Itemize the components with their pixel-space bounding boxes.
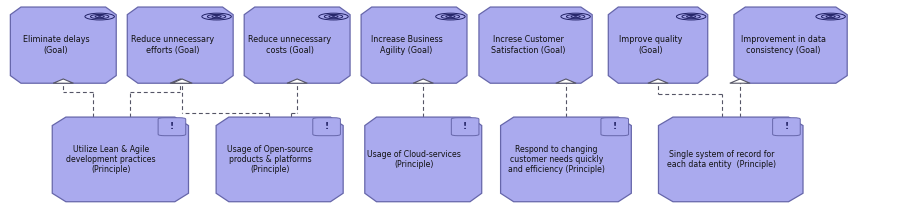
Text: Improve quality
(Goal): Improve quality (Goal)	[619, 35, 682, 55]
Text: !: !	[613, 122, 617, 131]
Text: !: !	[170, 122, 174, 131]
Circle shape	[332, 16, 336, 17]
Polygon shape	[170, 79, 190, 83]
FancyBboxPatch shape	[452, 118, 479, 136]
Text: Utilize Lean & Agile
development practices
(Principle): Utilize Lean & Agile development practic…	[66, 144, 156, 174]
Text: Usage of Open-source
products & platforms
(Principle): Usage of Open-source products & platform…	[228, 144, 313, 174]
Polygon shape	[10, 7, 116, 83]
Circle shape	[215, 16, 219, 17]
FancyBboxPatch shape	[773, 118, 800, 136]
Circle shape	[449, 16, 453, 17]
Text: !: !	[325, 122, 328, 131]
Text: !: !	[463, 122, 467, 131]
Text: Eliminate delays
(Goal): Eliminate delays (Goal)	[23, 35, 89, 55]
Polygon shape	[479, 7, 592, 83]
Polygon shape	[53, 117, 188, 202]
Polygon shape	[244, 7, 350, 83]
Text: Reduce unnecessary
efforts (Goal): Reduce unnecessary efforts (Goal)	[131, 35, 215, 55]
Text: Single system of record for
each data entity  (Principle): Single system of record for each data en…	[667, 150, 776, 169]
FancyBboxPatch shape	[601, 118, 629, 136]
Polygon shape	[556, 79, 576, 83]
Polygon shape	[171, 79, 192, 83]
Polygon shape	[734, 7, 847, 83]
Polygon shape	[648, 79, 668, 83]
Polygon shape	[609, 7, 708, 83]
Text: Increse Customer
Satisfaction (Goal): Increse Customer Satisfaction (Goal)	[491, 35, 565, 55]
Polygon shape	[287, 79, 307, 83]
Circle shape	[690, 16, 693, 17]
Text: Usage of Cloud-services
(Principle): Usage of Cloud-services (Principle)	[367, 150, 461, 169]
FancyBboxPatch shape	[158, 118, 185, 136]
Polygon shape	[127, 7, 233, 83]
Polygon shape	[53, 79, 74, 83]
Circle shape	[829, 16, 833, 17]
Circle shape	[98, 16, 101, 17]
Text: Respond to changing
customer needs quickly
and efficiency (Principle): Respond to changing customer needs quick…	[508, 144, 605, 174]
Polygon shape	[730, 79, 751, 83]
Text: Improvement in data
consistency (Goal): Improvement in data consistency (Goal)	[740, 35, 826, 55]
Polygon shape	[361, 7, 467, 83]
Text: Reduce unnecessary
costs (Goal): Reduce unnecessary costs (Goal)	[248, 35, 331, 55]
Polygon shape	[413, 79, 433, 83]
FancyBboxPatch shape	[313, 118, 340, 136]
Polygon shape	[216, 117, 343, 202]
Polygon shape	[365, 117, 481, 202]
Polygon shape	[501, 117, 632, 202]
Polygon shape	[658, 117, 803, 202]
Text: Increase Business
Agility (Goal): Increase Business Agility (Goal)	[371, 35, 443, 55]
Circle shape	[573, 16, 577, 17]
Text: !: !	[785, 122, 788, 131]
